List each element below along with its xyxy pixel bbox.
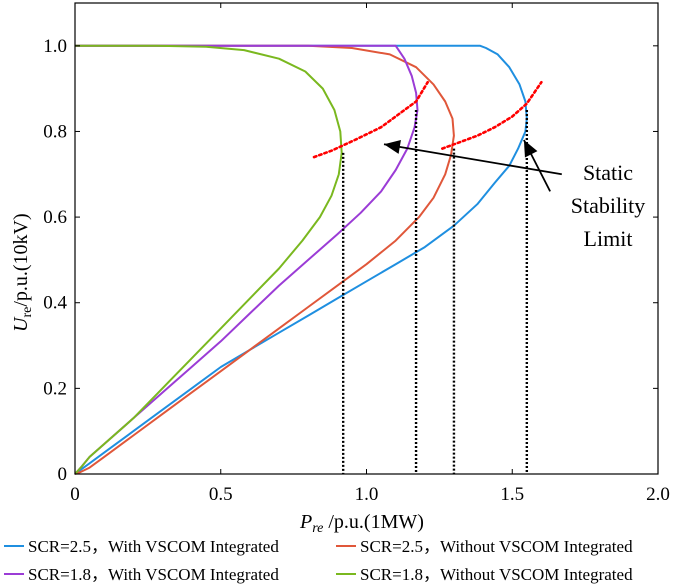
stability-arc-1 [312, 80, 430, 159]
y-axis-title-main: U [10, 316, 32, 332]
y-axis-title: Ure/p.u.(10kV) [10, 213, 35, 332]
legend-label-3: SCR=1.8，With VSCOM Integrated [28, 565, 279, 584]
x-tick-label: 1.5 [500, 484, 524, 505]
y-axis-title-sub: re [20, 307, 35, 318]
x-axis-ticks: 0 0.5 1.0 1.5 2.0 [70, 3, 670, 505]
series-line-2 [74, 44, 455, 475]
series-line-4 [74, 44, 343, 475]
annotation-arrows [383, 139, 562, 192]
y-axis-title-rest: /p.u.(10kV) [10, 213, 32, 306]
x-axis-title-rest: /p.u.(1MW) [323, 511, 424, 533]
series-line-3 [74, 44, 419, 475]
annotation-line-1: Static [583, 160, 633, 185]
annotation-arrow-line-1 [383, 143, 562, 176]
x-tick-label: 0.5 [209, 484, 233, 505]
stability-arc-layer [312, 80, 543, 159]
stability-limit-layer [341, 110, 529, 474]
y-tick-label: 0 [58, 464, 68, 485]
x-axis-title-sub: re [312, 521, 323, 536]
legend-label-4: SCR=1.8，Without VSCOM Integrated [360, 565, 633, 584]
annotation-arrow-head-1 [383, 140, 401, 154]
x-tick-label: 1.0 [355, 484, 379, 505]
y-tick-label: 1.0 [43, 36, 67, 57]
y-axis-ticks: 0 0.2 0.4 0.6 0.8 1.0 [43, 36, 658, 485]
annotation-line-2: Stability [571, 193, 646, 218]
y-tick-label: 0.4 [43, 293, 67, 314]
plot-frame [74, 2, 659, 475]
x-axis-title-main: P [299, 511, 312, 533]
x-tick-label: 2.0 [646, 484, 670, 505]
y-tick-label: 0.8 [43, 121, 67, 142]
legend-label-2: SCR=2.5，Without VSCOM Integrated [360, 537, 633, 556]
x-axis-title: Pre /p.u.(1MW) [299, 511, 424, 536]
y-tick-label: 0.6 [43, 207, 67, 228]
legend: SCR=2.5，With VSCOM Integrated SCR=2.5，Wi… [4, 537, 633, 584]
stability-arc-2 [440, 80, 543, 150]
series-layer [74, 44, 528, 475]
annotation-line-3: Limit [584, 226, 633, 251]
legend-label-1: SCR=2.5，With VSCOM Integrated [28, 537, 279, 556]
annotation-arrow-head-2 [523, 140, 538, 158]
series-line-1 [74, 44, 528, 475]
y-tick-label: 0.2 [43, 378, 67, 399]
x-tick-label: 0 [70, 484, 80, 505]
